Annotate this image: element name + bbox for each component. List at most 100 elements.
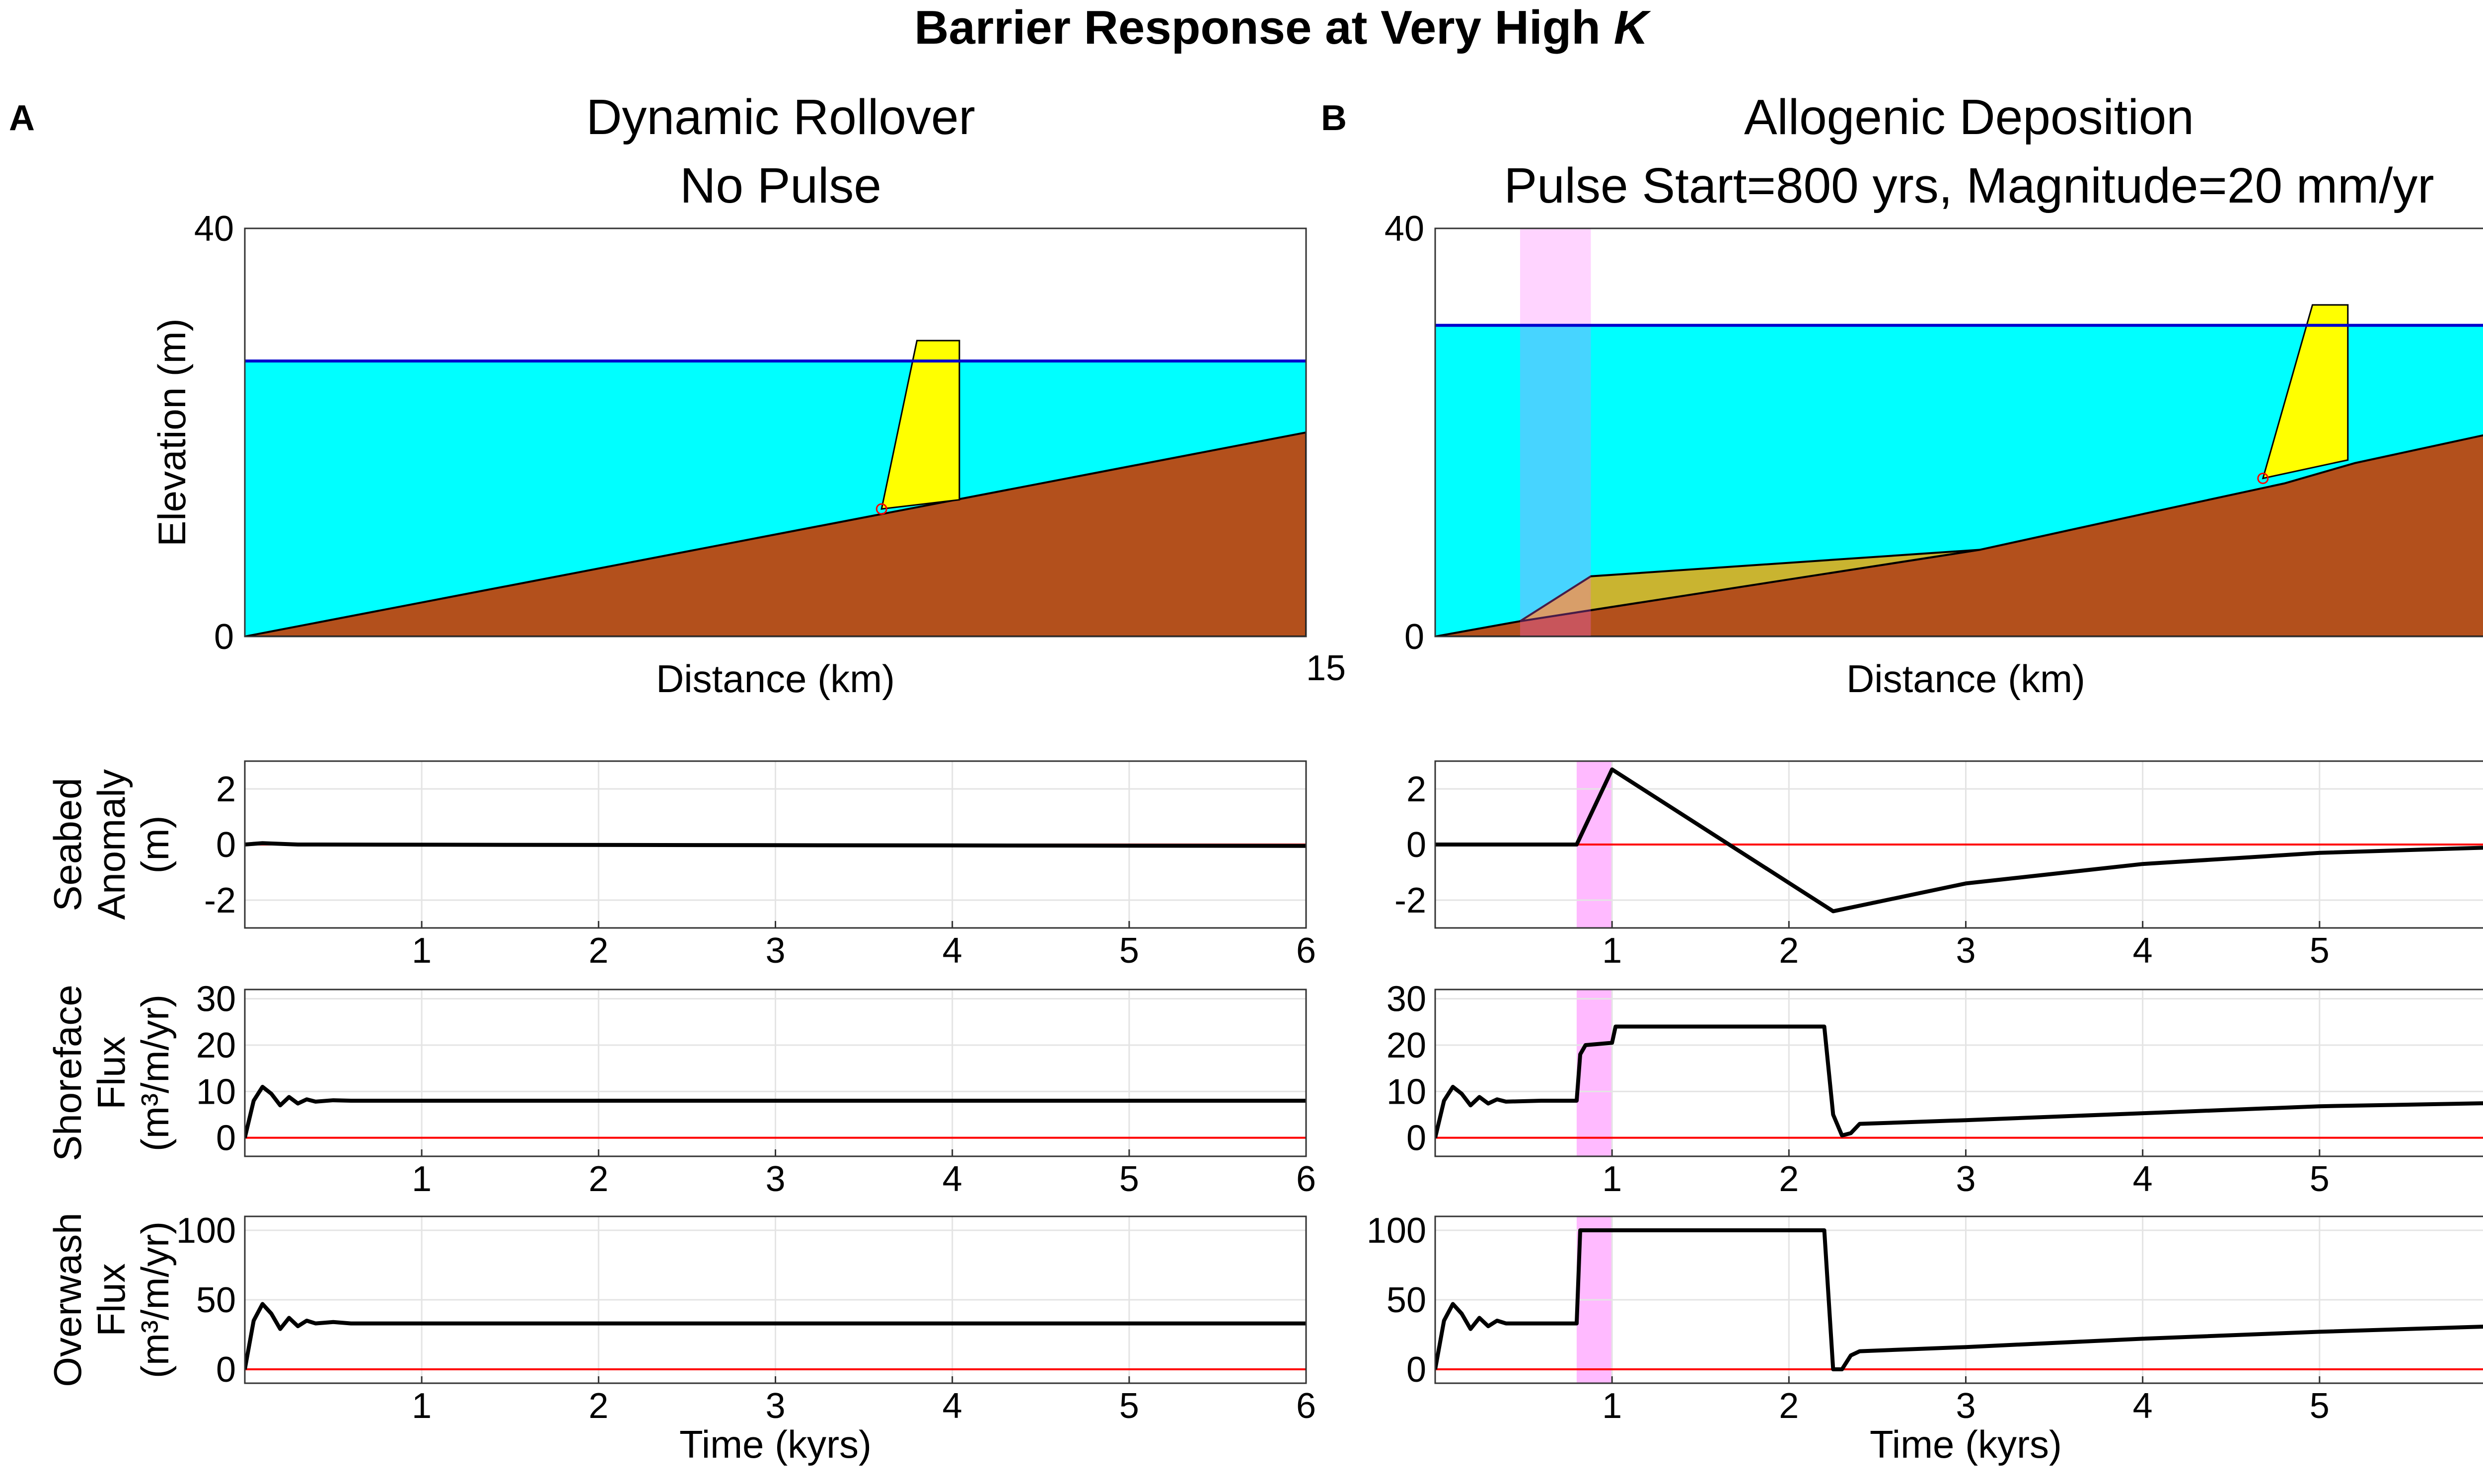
y-tick-label-a-3: 0 (216, 1350, 236, 1390)
y-tick-label-a-2: 0 (216, 1119, 236, 1158)
substrate-a (245, 431, 1306, 636)
x-tick-label-a-2: 6 (1296, 1159, 1316, 1199)
pulse-band-profile (1520, 228, 1591, 636)
panel-a-title-line1: Dynamic Rollover (586, 89, 975, 145)
series-group-b-1 (1435, 767, 2483, 914)
y-tick-label-a-1: 2 (216, 770, 236, 809)
x-tick-label-a-1: 6 (1296, 931, 1316, 971)
series-group-a-1 (245, 841, 1306, 848)
profile-frame-b (1434, 227, 2483, 637)
y-tick-label-a: 0 (214, 617, 234, 657)
x-tick-label-a-3: 1 (412, 1386, 432, 1426)
series-line-b-3 (1435, 1228, 2483, 1371)
profile-frame-a (244, 227, 1307, 637)
barrier-island-a (880, 340, 960, 510)
y-tick-label-b-1: 0 (1406, 825, 1426, 865)
panel-b-title-line1: Allogenic Deposition (1744, 89, 2194, 145)
x-tick-label-b-2: 1 (1602, 1159, 1622, 1199)
series-line-b-1 (1435, 767, 2483, 914)
x-tick-label-b-3: 2 (1779, 1386, 1799, 1426)
x-tick-label-a-2: 4 (943, 1159, 962, 1199)
y-tick-label-b-2: 0 (1406, 1119, 1426, 1158)
y-axis-label-a-2: Shoreface (46, 985, 89, 1161)
y-tick-label-a-2: 10 (196, 1072, 236, 1112)
y-tick-label-a-1: -2 (204, 881, 236, 920)
x-tick-label-a-1: 4 (943, 931, 962, 971)
y-axis-label-a: Elevation (m) (150, 318, 194, 546)
x-tick-label-a-3: 4 (943, 1386, 962, 1426)
profile-area-b (1435, 228, 2483, 636)
x-tick-label-a-3: 6 (1296, 1386, 1316, 1426)
y-tick-label-a: 40 (194, 209, 234, 249)
y-tick-label-b-1: 2 (1406, 770, 1426, 809)
series-group-a-3 (245, 1302, 1306, 1370)
y-axis-label-a-3: (m³/m/yr) (133, 1221, 177, 1378)
series-line-b-2 (1435, 1024, 2483, 1138)
barrier-island-b (2262, 304, 2349, 480)
x-tick-label-b-2: 3 (1956, 1159, 1975, 1199)
x-tick-label-b-1: 1 (1602, 931, 1622, 971)
y-tick-label-b-3: 0 (1406, 1350, 1426, 1390)
x-tick-label-b-3: 5 (2310, 1386, 2330, 1426)
y-axis-label-a-2: (m³/m/yr) (133, 994, 177, 1151)
y-axis-label-a-1: (m) (133, 816, 177, 874)
y-tick-label-a-2: 20 (196, 1026, 236, 1065)
series-line-a-1 (245, 841, 1306, 848)
pulse-deposit (1519, 549, 1980, 623)
series-group-a-2 (245, 1085, 1306, 1138)
panel-a-title-line2: No Pulse (680, 158, 881, 213)
y-tick-label-b: 40 (1385, 209, 1424, 249)
x-tick-label-b-2: 4 (2133, 1159, 2153, 1199)
series-line-a-2 (245, 1085, 1306, 1138)
x-tick-label-a-2: 3 (765, 1159, 785, 1199)
x-tick-label-a-2: 1 (412, 1159, 432, 1199)
y-tick-label-b-2: 20 (1387, 1026, 1426, 1065)
y-tick-label-b-3: 50 (1387, 1280, 1426, 1320)
x-tick-label-b-2: 2 (1779, 1159, 1799, 1199)
shoreface-toe-marker-b (2257, 472, 2269, 484)
x-tick-label-a-1: 3 (765, 931, 785, 971)
y-tick-label-a-3: 100 (176, 1211, 236, 1251)
panel-letter-a: A (9, 98, 35, 138)
x-tick-label-a-1: 1 (412, 931, 432, 971)
shoreface-toe-marker-a (876, 503, 887, 515)
x-tick-label-b-3: 4 (2133, 1386, 2153, 1426)
profile-area-a (245, 340, 1306, 636)
x-tick-label-a-1: 5 (1119, 931, 1139, 971)
panel-b-title-line2: Pulse Start=800 yrs, Magnitude=20 mm/yr (1504, 158, 2434, 213)
x-axis-label-a: Distance (km) (656, 657, 895, 701)
series-group-b-3 (1435, 1228, 2483, 1371)
y-axis-label-a-2: Flux (89, 1036, 133, 1109)
x-axis-label-a-3: Time (kyrs) (679, 1422, 872, 1466)
x-tick-label-b-3: 3 (1956, 1386, 1975, 1426)
panel-letter-b: B (1321, 98, 1347, 138)
x-tick-label-a-3: 2 (588, 1386, 608, 1426)
figure-title: Barrier Response at Very High K (914, 1, 1652, 54)
x-tick-label-b-1: 3 (1956, 931, 1975, 971)
pulse-band-b-2 (1576, 989, 1612, 1156)
x-tick-label-b-3: 1 (1602, 1386, 1622, 1426)
ts-background-b-2 (1435, 989, 2483, 1156)
y-axis-label-a-1: Seabed (46, 778, 89, 912)
x-tick-label-b-2: 5 (2310, 1159, 2330, 1199)
x-tick-label-a-2: 5 (1119, 1159, 1139, 1199)
y-axis-label-a-1: Anomaly (89, 769, 133, 919)
y-tick-label-a-3: 50 (196, 1280, 236, 1320)
y-tick-label-a-2: 30 (196, 980, 236, 1019)
figure-title-italic: K (1614, 1, 1652, 54)
x-axis-label-b-3: Time (kyrs) (1870, 1422, 2062, 1466)
x-tick-label-b-1: 2 (1779, 931, 1799, 971)
y-tick-label-b: 0 (1404, 617, 1424, 657)
y-tick-label-b-3: 100 (1367, 1211, 1426, 1251)
y-axis-label-a-3: Overwash (46, 1212, 89, 1387)
y-tick-label-b-1: -2 (1394, 881, 1426, 920)
x-tick-label-b-1: 4 (2133, 931, 2153, 971)
series-line-a-3 (245, 1302, 1306, 1370)
x-axis-label-b: Distance (km) (1846, 657, 2085, 701)
y-tick-label-b-2: 30 (1387, 980, 1426, 1019)
x-tick-label-a-3: 5 (1119, 1386, 1139, 1426)
x-tick-label-a-2: 2 (588, 1159, 608, 1199)
x-tick-label-a: 15 (1306, 648, 1346, 688)
